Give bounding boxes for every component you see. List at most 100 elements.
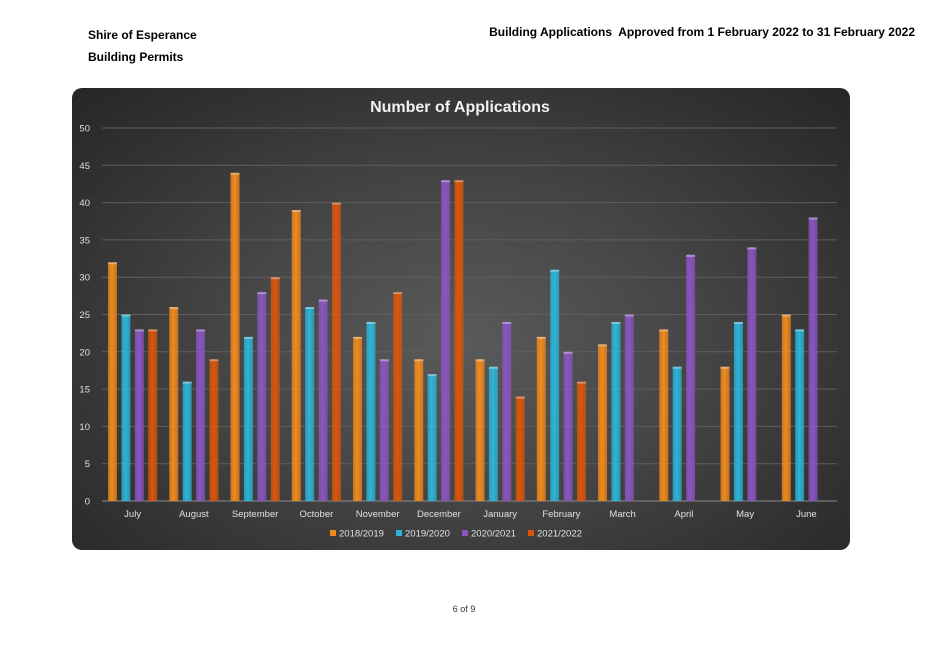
bar-chart: Number of Applications 0 5 10 15 20 25 30 35 40 4… — [79, 99, 837, 540]
x-tick-label: October — [299, 509, 333, 520]
bar-november-2021-2022 — [393, 292, 403, 501]
chart-panel: Number of Applications 0 5 10 15 20 25 30 35 40 4… — [72, 88, 850, 550]
x-tick-label: August — [179, 509, 209, 520]
bar-january-2021-2022 — [515, 396, 525, 501]
bar-september-2018-2019 — [230, 172, 240, 501]
bar-cap — [672, 366, 682, 369]
bar-cap — [488, 366, 498, 369]
bar-november-2018-2019 — [353, 336, 363, 501]
bar-april-2019-2020 — [672, 366, 682, 501]
bar-february-2020-2021 — [563, 351, 573, 501]
bar-july-2018-2019 — [108, 262, 118, 501]
bar-may-2020-2021 — [747, 247, 757, 501]
page-number: 6 of 9 — [452, 604, 476, 614]
bar-cap — [427, 374, 437, 377]
y-tick-label: 25 — [79, 310, 90, 321]
bar-cap — [414, 359, 424, 362]
bar-cap — [121, 314, 131, 317]
y-tick-label: 50 — [79, 124, 90, 135]
bar-cap — [318, 299, 328, 302]
x-tick-label: May — [736, 509, 754, 520]
legend-label: 2019/2020 — [405, 529, 450, 540]
bar-cap — [576, 381, 586, 384]
legend-label: 2020/2021 — [471, 529, 516, 540]
bar-cap — [230, 172, 240, 175]
legend-swatch — [462, 530, 468, 536]
x-tick-label: January — [483, 509, 517, 520]
bar-january-2019-2020 — [488, 366, 498, 501]
y-tick-label: 20 — [79, 347, 90, 358]
bar-cap — [270, 277, 280, 280]
y-tick-label: 45 — [79, 161, 90, 172]
x-tick-label: March — [609, 509, 635, 520]
bar-cap — [536, 336, 546, 339]
legend: 2018/2019 2019/2020 2020/2021 2021/2022 — [330, 529, 582, 540]
bar-cap — [182, 381, 192, 384]
bar-august-2018-2019 — [169, 307, 179, 501]
bar-cap — [515, 396, 525, 399]
x-tick-label: February — [542, 509, 580, 520]
bar-cap — [624, 314, 634, 317]
bar-october-2018-2019 — [291, 210, 301, 501]
header-left: Shire of Esperance Building Permits — [88, 24, 197, 68]
bar-cap — [659, 329, 669, 332]
bar-november-2019-2020 — [366, 321, 376, 501]
bar-cap — [108, 262, 118, 265]
x-tick-label: September — [232, 509, 278, 520]
y-tick-label: 40 — [79, 198, 90, 209]
bar-december-2021-2022 — [454, 180, 464, 501]
bar-cap — [808, 217, 818, 220]
bar-june-2019-2020 — [795, 329, 805, 501]
bar-cap — [598, 344, 608, 347]
bar-february-2019-2020 — [550, 269, 560, 501]
bar-cap — [563, 351, 573, 354]
legend-label: 2018/2019 — [339, 529, 384, 540]
y-tick-label: 5 — [85, 459, 90, 470]
bar-cap — [196, 329, 206, 332]
y-tick-label: 0 — [85, 497, 90, 508]
bar-cap — [379, 359, 389, 362]
bar-june-2018-2019 — [781, 314, 791, 501]
x-tick-label: July — [124, 509, 141, 520]
y-tick-label: 35 — [79, 235, 90, 246]
y-tick-label: 30 — [79, 273, 90, 284]
bar-february-2021-2022 — [576, 381, 586, 501]
bar-september-2021-2022 — [270, 277, 280, 501]
bar-cap — [781, 314, 791, 317]
bar-october-2019-2020 — [305, 307, 315, 501]
bar-cap — [733, 321, 743, 324]
y-tick-label: 10 — [79, 422, 90, 433]
bar-may-2019-2020 — [733, 321, 743, 501]
bar-cap — [720, 366, 730, 369]
bar-cap — [454, 180, 464, 183]
bar-august-2019-2020 — [182, 381, 192, 501]
bar-cap — [366, 321, 376, 324]
bar-august-2020-2021 — [196, 329, 206, 501]
legend-swatch — [330, 530, 336, 536]
legend-swatch — [396, 530, 402, 536]
bar-march-2020-2021 — [624, 314, 634, 501]
bar-cap — [611, 321, 621, 324]
bar-cap — [550, 269, 560, 272]
y-tick-label: 15 — [79, 385, 90, 396]
bar-cap — [747, 247, 757, 250]
x-tick-label: December — [417, 509, 461, 520]
bar-march-2018-2019 — [598, 344, 608, 501]
bar-april-2020-2021 — [686, 254, 696, 501]
bar-cap — [795, 329, 805, 332]
bar-cap — [353, 336, 363, 339]
bar-june-2020-2021 — [808, 217, 818, 501]
bar-december-2018-2019 — [414, 359, 424, 501]
bar-cap — [134, 329, 144, 332]
chart-title: Number of Applications — [370, 99, 550, 116]
bar-cap — [331, 202, 341, 205]
bar-cap — [393, 292, 403, 295]
bars — [108, 172, 818, 501]
bar-january-2018-2019 — [475, 359, 485, 501]
bar-cap — [686, 254, 696, 257]
bar-february-2018-2019 — [536, 336, 546, 501]
x-tick-label: June — [796, 509, 817, 520]
bar-september-2020-2021 — [257, 292, 267, 501]
bar-january-2020-2021 — [502, 321, 512, 501]
bar-cap — [169, 307, 179, 310]
